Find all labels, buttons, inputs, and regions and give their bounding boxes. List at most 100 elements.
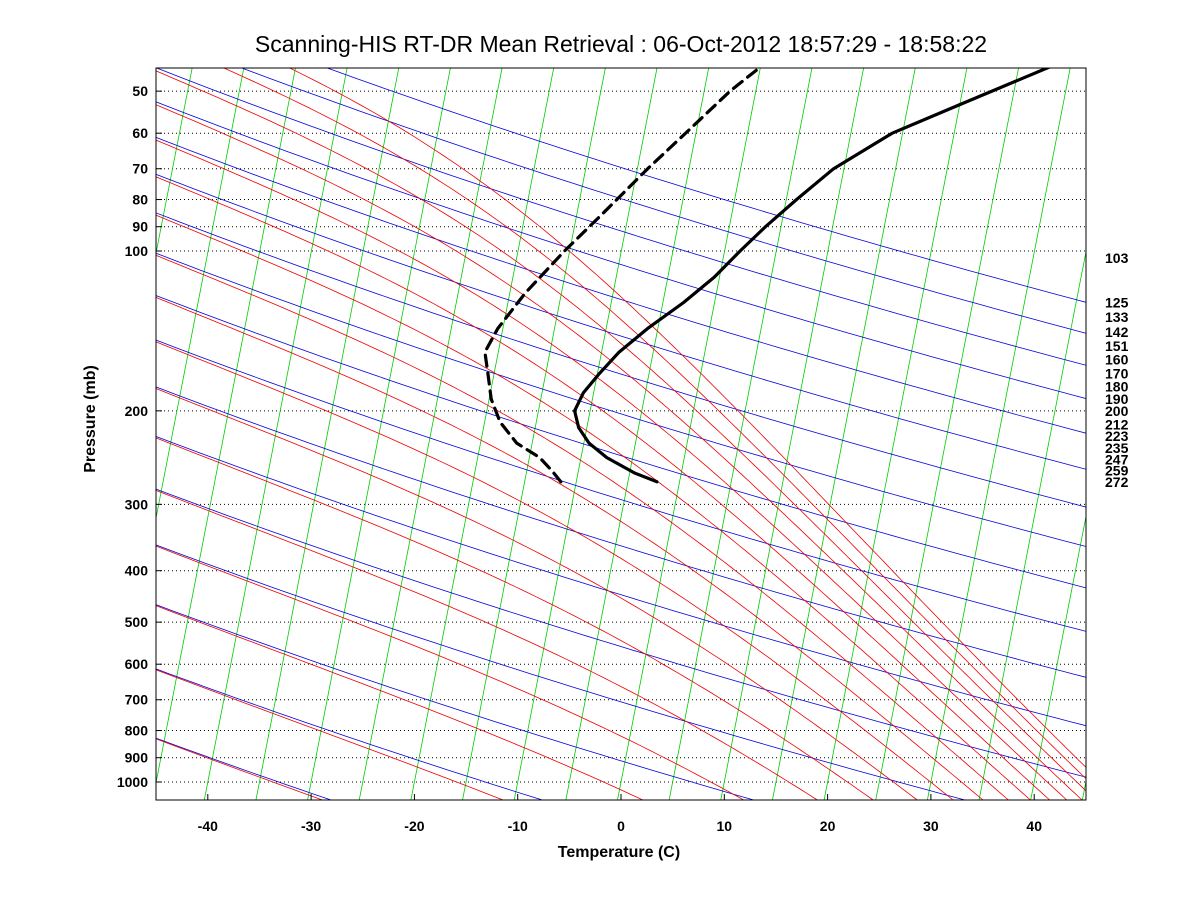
- isotherm-line: [720, 68, 865, 800]
- isotherm-line: [1081, 779, 1086, 800]
- y-tick-label: 600: [125, 656, 149, 672]
- x-tick-label: -20: [404, 818, 424, 834]
- right-axis-label: 180: [1105, 379, 1129, 395]
- right-axis-label: 235: [1105, 440, 1129, 456]
- temperature-profile-line: [573, 68, 1051, 484]
- dry-adiabat-line: [240, 68, 1086, 334]
- moist-adiabat-line: [156, 70, 1086, 792]
- x-tick-label: 0: [617, 818, 625, 834]
- x-tick-label: 30: [923, 818, 939, 834]
- x-tick-label: -40: [198, 818, 218, 834]
- dry-adiabat-line: [156, 101, 1086, 399]
- right-axis-label: 190: [1105, 391, 1129, 407]
- y-tick-label: 100: [125, 243, 149, 259]
- moist-adiabat-line: [156, 545, 745, 800]
- isotherm-line: [875, 68, 1019, 800]
- right-axis-label: 170: [1105, 365, 1129, 381]
- y-tick-label: 1000: [117, 774, 148, 790]
- isotherm-line: [772, 68, 916, 800]
- isotherm-line: [358, 68, 503, 800]
- right-axis-labels: 1031251331421511601701801902002122232352…: [1105, 250, 1129, 490]
- isotherm-line: [513, 68, 658, 800]
- dry-adiabat-line: [156, 386, 1086, 678]
- y-tick-label: 300: [125, 496, 149, 512]
- y-tick-label: 800: [125, 723, 149, 739]
- moist-adiabat-line: [156, 605, 644, 800]
- y-axis-label: Pressure (mb): [82, 365, 99, 473]
- dry-adiabat-line: [156, 488, 1086, 778]
- isotherm-line: [1030, 514, 1086, 800]
- right-axis-label: 103: [1105, 250, 1129, 266]
- x-tick-label: -30: [301, 818, 321, 834]
- x-tick-label: 10: [717, 818, 733, 834]
- right-axis-label: 223: [1105, 428, 1129, 444]
- y-tick-label: 700: [125, 692, 149, 708]
- right-axis-label: 142: [1105, 324, 1129, 340]
- right-axis-label: 259: [1105, 462, 1129, 478]
- plot-background: [156, 68, 1086, 800]
- isotherm-line: [255, 68, 400, 800]
- moist-adiabat-line: [156, 297, 984, 800]
- right-axis-label: 272: [1105, 474, 1129, 490]
- dry-adiabat-line: [156, 604, 756, 800]
- moist-adiabat-line: [288, 68, 1086, 768]
- isotherm-line: [617, 68, 761, 800]
- isotherm-line: [565, 68, 710, 800]
- isotherm-line: [307, 68, 451, 800]
- moist-adiabat-line: [156, 176, 1051, 800]
- y-tick-label: 500: [125, 614, 149, 630]
- isotherm-line: [156, 68, 193, 256]
- x-axis-ticks: -40 -30 -20 -10 0 10 20 30 40: [198, 794, 1042, 834]
- y-tick-label: 70: [132, 161, 148, 177]
- isotherm-line: [1132, 40, 1200, 808]
- moist-adiabat-line: [156, 437, 874, 800]
- isotherm-line: [203, 68, 348, 800]
- right-axis-label: 247: [1105, 452, 1129, 468]
- thermo-background-lines: [0, 40, 1200, 808]
- right-axis-label: 133: [1105, 309, 1129, 325]
- isotherm-line: [668, 68, 813, 800]
- dry-adiabat-line: [156, 136, 1086, 434]
- moist-adiabat-line: [156, 139, 1068, 800]
- moist-adiabat-line: [156, 341, 954, 800]
- dewpoint-profile-line: [483, 68, 762, 484]
- y-tick-label: 400: [125, 563, 149, 579]
- right-axis-label: 125: [1105, 294, 1129, 310]
- moist-adiabat-line: [156, 489, 819, 800]
- profile-series: [483, 68, 1051, 484]
- dry-adiabat-line: [156, 668, 544, 800]
- dry-adiabat-line: [156, 339, 1086, 632]
- dry-adiabat-line: [156, 68, 1086, 366]
- y-tick-label: 50: [132, 83, 148, 99]
- y-tick-label: 90: [132, 219, 148, 235]
- dry-adiabat-line: [0, 40, 142, 808]
- y-axis-ticks: 50 60 70 80 90 100 200 300 400 500 600 700 800 900 100…: [117, 83, 162, 790]
- right-axis-label: 151: [1105, 338, 1129, 354]
- dry-adiabat-line: [326, 68, 1086, 303]
- dry-adiabat-line: [156, 173, 1086, 470]
- isotherm-line: [156, 68, 245, 521]
- moist-adiabat-line: [156, 254, 1010, 800]
- isotherm-line: [0, 40, 94, 808]
- y-tick-label: 80: [132, 192, 148, 208]
- isotherm-line: [0, 40, 43, 808]
- y-tick-label: 900: [125, 750, 149, 766]
- x-axis-label: Temperature (C): [558, 844, 680, 861]
- isotherm-line: [462, 68, 606, 800]
- moist-adiabat-line: [222, 68, 1086, 780]
- moist-adiabat-line: [156, 669, 505, 800]
- y-tick-label: 200: [125, 403, 149, 419]
- chart-title: Scanning-HIS RT-DR Mean Retrieval : 06-O…: [255, 31, 987, 57]
- moist-adiabat-line: [156, 388, 918, 800]
- moist-adiabat-line: [156, 104, 1083, 800]
- isotherm-line: [823, 68, 968, 800]
- dry-adiabat-line: [156, 252, 1086, 547]
- isotherm-line: [410, 68, 555, 800]
- y-tick-label: 60: [132, 125, 148, 141]
- moist-adiabat-line: [0, 40, 140, 808]
- x-tick-label: -10: [508, 818, 528, 834]
- dry-adiabat-line: [156, 544, 967, 800]
- x-tick-label: 40: [1026, 818, 1042, 834]
- right-axis-label: 200: [1105, 403, 1129, 419]
